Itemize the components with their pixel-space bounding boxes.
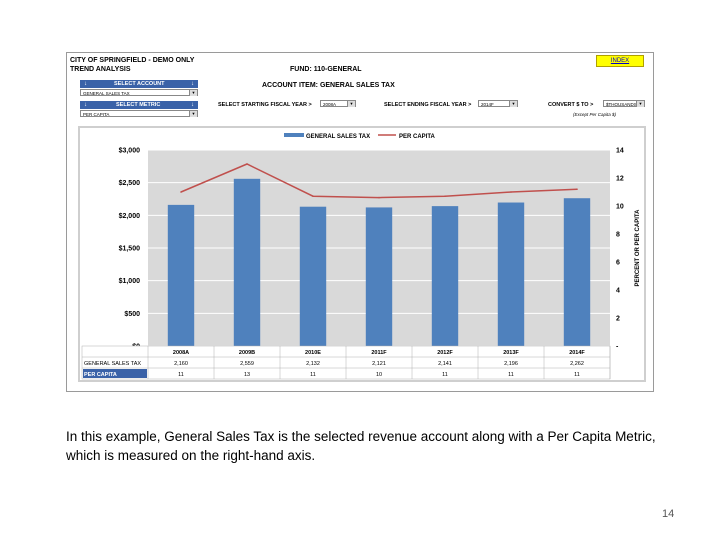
- category-label: 2013F: [503, 350, 519, 356]
- convert-value: $THOUSANDS: [606, 102, 637, 107]
- chevron-down-icon[interactable]: ▼: [189, 90, 197, 96]
- convert-dropdown[interactable]: $THOUSANDS ▼: [603, 100, 645, 107]
- account-dropdown[interactable]: GENERAL SALES TAX ▼: [80, 89, 198, 96]
- legend-label-sales-tax: GENERAL SALES TAX: [306, 134, 370, 140]
- table-series-label: GENERAL SALES TAX: [84, 361, 141, 367]
- left-tick-label: $1,000: [119, 278, 141, 285]
- bar-series: [167, 178, 591, 346]
- bar: [233, 178, 261, 346]
- line-series: [180, 163, 578, 199]
- left-tick-label: $2,000: [119, 213, 141, 220]
- end-year-label: SELECT ENDING FISCAL YEAR >: [384, 102, 472, 108]
- line-point: [378, 196, 380, 199]
- account-dropdown-value: GENERAL SALES TAX: [83, 91, 130, 96]
- category-label: 2009B: [239, 350, 255, 356]
- left-tick-label: $500: [124, 311, 140, 318]
- category-label: 2008A: [173, 350, 189, 356]
- bar: [431, 206, 459, 346]
- caption-text: In this example, General Sales Tax is th…: [66, 429, 656, 463]
- right-tick-label: 14: [616, 148, 624, 155]
- right-tick-label: -: [616, 344, 619, 351]
- chevron-down-icon[interactable]: ▼: [347, 101, 355, 107]
- table-cell-per-capita: 11: [310, 372, 316, 378]
- line-point: [576, 188, 578, 190]
- right-tick-label: 6: [616, 260, 620, 267]
- line-point: [246, 163, 248, 165]
- chevron-down-icon[interactable]: ▼: [189, 111, 197, 117]
- category-label: 2011F: [371, 350, 387, 356]
- line-point: [510, 191, 512, 193]
- metric-dropdown[interactable]: PER CAPITA ▼: [80, 110, 198, 117]
- fund-title: FUND: 110-GENERAL: [290, 66, 362, 73]
- table-cell-per-capita: 11: [178, 372, 184, 378]
- line-point: [444, 195, 446, 197]
- select-metric-label: SELECT METRIC: [116, 102, 161, 108]
- table-cell-per-capita: 11: [442, 372, 448, 378]
- bar: [365, 207, 393, 346]
- select-account-header[interactable]: ↓ SELECT ACCOUNT ↓: [80, 80, 198, 88]
- table-cell-per-capita: 13: [244, 372, 250, 378]
- right-axis-title: PERCENT OR PER CAPITA: [635, 209, 641, 287]
- select-account-label: SELECT ACCOUNT: [114, 81, 165, 87]
- down-arrow-icon: ↓: [191, 102, 194, 108]
- bar: [299, 206, 327, 346]
- bar: [167, 204, 195, 346]
- end-year-dropdown[interactable]: 2014F ▼: [478, 100, 518, 107]
- convert-label: CONVERT $ TO >: [548, 102, 594, 108]
- table-cell-sales-tax: 2,262: [570, 361, 584, 367]
- convert-note: (Except Per Capita $): [573, 112, 617, 117]
- bar: [563, 198, 591, 346]
- right-tick-label: 10: [616, 204, 624, 211]
- page-number: 14: [662, 508, 675, 520]
- table-cell-per-capita: 11: [508, 372, 514, 378]
- start-year-value: 2008A: [323, 102, 337, 107]
- table-cell-sales-tax: 2,121: [372, 361, 386, 367]
- table-series-label: PER CAPITA: [84, 372, 117, 378]
- down-arrow-icon: ↓: [84, 102, 87, 108]
- legend-swatch-bar: [284, 133, 304, 137]
- down-arrow-icon: ↓: [191, 81, 194, 87]
- chevron-down-icon[interactable]: ▼: [636, 101, 644, 107]
- line-point: [312, 195, 314, 197]
- table-cell-sales-tax: 2,160: [174, 361, 188, 367]
- category-label: 2010E: [305, 350, 321, 356]
- data-table: 2008A 2009B 2010E 2011F 2012F 2013F 2014F GENER…: [81, 345, 611, 380]
- right-tick-label: 12: [616, 176, 624, 183]
- down-arrow-icon: ↓: [84, 81, 87, 87]
- analysis-title: TREND ANALYSIS: [70, 66, 131, 73]
- table-cell-per-capita: 11: [574, 372, 580, 378]
- table-cell-per-capita: 10: [376, 372, 382, 378]
- start-year-dropdown[interactable]: 2008A ▼: [320, 100, 356, 107]
- chart-legend: GENERAL SALES TAX PER CAPITA: [284, 133, 436, 140]
- start-year-label: SELECT STARTING FISCAL YEAR >: [218, 102, 312, 108]
- left-tick-label: $1,500: [119, 246, 141, 253]
- bar: [497, 202, 525, 346]
- right-axis: 14 12 10 8 6 4 2 -: [616, 148, 624, 351]
- index-button[interactable]: INDEX: [596, 55, 644, 67]
- right-tick-label: 4: [616, 288, 620, 295]
- account-item-title: ACCOUNT ITEM: GENERAL SALES TAX: [262, 82, 395, 89]
- category-label: 2014F: [569, 350, 585, 356]
- left-tick-label: $2,500: [119, 180, 141, 187]
- chart-area: GENERAL SALES TAX PER CAPITA $3,000 $2,50…: [78, 126, 646, 382]
- chart-svg: GENERAL SALES TAX PER CAPITA $3,000 $2,50…: [80, 128, 644, 380]
- table-cell-sales-tax: 2,132: [306, 361, 320, 367]
- right-tick-label: 8: [616, 232, 620, 239]
- org-title: CITY OF SPRINGFIELD - DEMO ONLY: [70, 57, 195, 64]
- per-capita-row-header: [83, 369, 147, 378]
- table-cell-sales-tax: 2,196: [504, 361, 518, 367]
- legend-label-per-capita: PER CAPITA: [399, 134, 436, 140]
- category-label: 2012F: [437, 350, 453, 356]
- table-cell-sales-tax: 2,559: [240, 361, 254, 367]
- chevron-down-icon[interactable]: ▼: [509, 101, 517, 107]
- right-tick-label: 2: [616, 316, 620, 323]
- table-cell-sales-tax: 2,141: [438, 361, 452, 367]
- left-tick-label: $3,000: [119, 148, 141, 155]
- select-metric-header[interactable]: ↓ SELECT METRIC ↓: [80, 101, 198, 109]
- end-year-value: 2014F: [481, 102, 494, 107]
- line-point: [180, 191, 182, 193]
- metric-dropdown-value: PER CAPITA: [83, 112, 110, 117]
